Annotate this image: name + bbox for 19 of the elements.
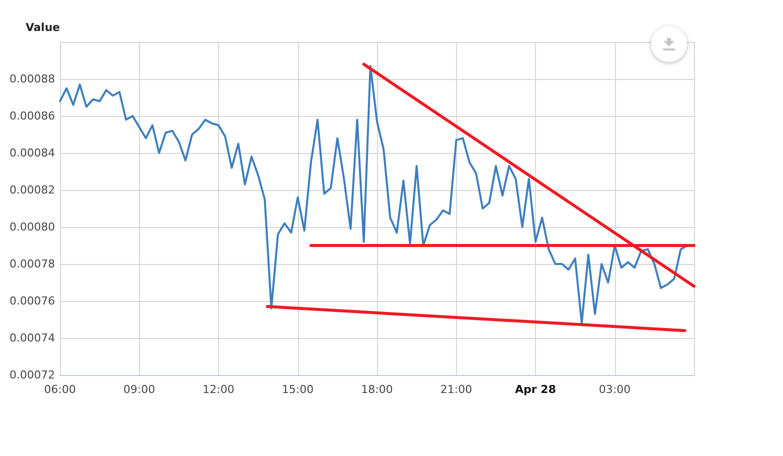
x-tick-label: 03:00: [598, 383, 631, 396]
y-tick-label: 0.00078: [10, 258, 55, 270]
y-axis-title: Value: [26, 21, 60, 34]
x-tick-label: 06:00: [44, 383, 76, 396]
y-tick-label: 0.00084: [10, 146, 55, 160]
x-tick-label: 15:00: [282, 383, 314, 396]
y-tick-label: 0.00076: [10, 294, 55, 308]
x-tick-label: 21:00: [440, 383, 472, 396]
line-series: [59, 65, 688, 324]
y-tick-label: 0.00074: [10, 332, 55, 344]
x-tick-label: 09:00: [123, 383, 156, 396]
y-tick-label: 0.00086: [10, 110, 55, 122]
x-tick-label: 12:00: [202, 383, 234, 396]
y-tick-label: 0.00072: [10, 368, 55, 382]
y-tick-label: 0.00088: [10, 72, 55, 86]
y-tick-label: 0.00082: [10, 184, 55, 196]
x-tick-label: Apr 28: [515, 383, 556, 396]
y-tick-label: 0.00080: [10, 220, 55, 234]
x-tick-label: 18:00: [361, 383, 393, 396]
